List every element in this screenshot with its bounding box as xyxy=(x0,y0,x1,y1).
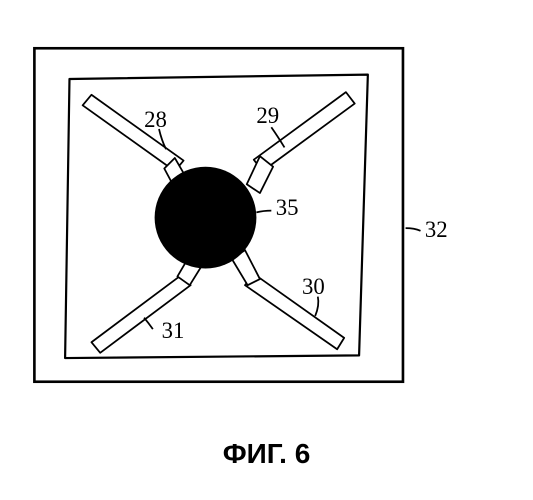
label-31: 31 xyxy=(162,318,185,343)
arm-30-body xyxy=(245,274,344,349)
figure-svg: 28 29 35 30 31 32 xyxy=(30,20,460,410)
label-28: 28 xyxy=(144,107,167,132)
leader-30 xyxy=(315,297,318,316)
leader-32 xyxy=(406,228,421,231)
leader-35 xyxy=(256,211,271,213)
figure-caption: ФИГ. 6 xyxy=(0,438,533,470)
arm-28-body xyxy=(83,95,184,171)
diagram-container: 28 29 35 30 31 32 xyxy=(30,20,460,410)
center-circle xyxy=(155,167,257,269)
label-30: 30 xyxy=(302,274,325,299)
label-32: 32 xyxy=(425,217,448,242)
leader-31 xyxy=(144,318,153,329)
label-35: 35 xyxy=(276,195,299,220)
label-29: 29 xyxy=(256,103,279,128)
